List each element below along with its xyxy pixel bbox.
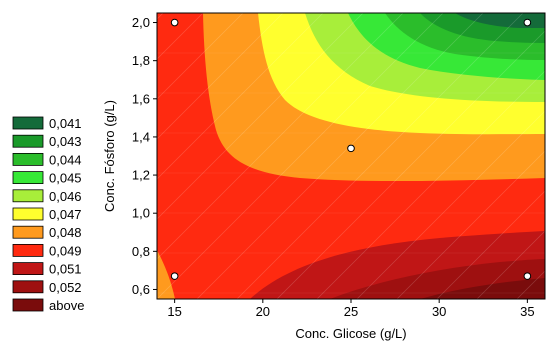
design-point-1 [523, 18, 532, 27]
x-tick-label: 30 [432, 304, 446, 319]
mesh-lines [157, 13, 545, 299]
y-tick-label: 2,0 [132, 15, 150, 30]
legend-label: 0,047 [49, 207, 82, 222]
legend-label: 0,041 [49, 116, 82, 131]
y-tick-label: 0,8 [132, 244, 150, 259]
legend-label: 0,046 [49, 189, 82, 204]
legend-swatch-4 [12, 189, 44, 203]
legend-label: 0,044 [49, 152, 82, 167]
legend-label: 0,052 [49, 280, 82, 295]
legend-swatch-8 [12, 262, 44, 276]
legend-label: 0,048 [49, 225, 82, 240]
legend-swatch-3 [12, 171, 44, 185]
legend-label: above [49, 298, 84, 313]
y-tick-label: 1,6 [132, 91, 150, 106]
legend-label: 0,049 [49, 243, 82, 258]
legend-swatch-0 [12, 116, 44, 130]
design-points [170, 18, 532, 280]
y-tick-label: 1,8 [132, 53, 150, 68]
legend-swatch-5 [12, 207, 44, 221]
x-axis: 15 20 25 30 35 [167, 299, 535, 319]
y-tick-label: 1,4 [132, 129, 150, 144]
design-point-4 [523, 272, 532, 280]
legend-label: 0,045 [49, 171, 82, 186]
contour-region-11 [455, 13, 545, 28]
contour-region-4 [157, 250, 175, 299]
design-point-3 [170, 272, 179, 280]
x-tick-label: 35 [520, 304, 534, 319]
y-tick-label: 1,2 [132, 168, 150, 183]
x-tick-label: 20 [256, 304, 270, 319]
y-axis-label: Conc. Fósforo (g/L) [102, 100, 117, 212]
legend: 0,041 0,043 0,044 0,045 0,046 0,047 0,048 0,049… [12, 116, 84, 313]
contour-region-3 [420, 278, 545, 299]
contour-regions [157, 13, 545, 299]
x-tick-label: 15 [167, 304, 181, 319]
y-axis: 0,6 0,8 1,0 1,2 1,4 1,6 1,8 2,0 [132, 15, 157, 297]
y-tick-label: 0,6 [132, 282, 150, 297]
legend-label: 0,043 [49, 134, 82, 149]
y-tick-label: 1,0 [132, 206, 150, 221]
x-axis-label: Conc. Glicose (g/L) [295, 326, 406, 341]
x-tick-label: 25 [344, 304, 358, 319]
legend-swatch-1 [12, 134, 44, 148]
legend-swatch-10 [12, 298, 44, 312]
legend-swatch-9 [12, 280, 44, 294]
legend-swatch-6 [12, 225, 44, 239]
legend-swatch-2 [12, 152, 44, 166]
legend-swatch-7 [12, 243, 44, 257]
design-point-0 [170, 18, 179, 27]
design-point-2 [347, 144, 355, 153]
legend-label: 0,051 [49, 262, 82, 277]
